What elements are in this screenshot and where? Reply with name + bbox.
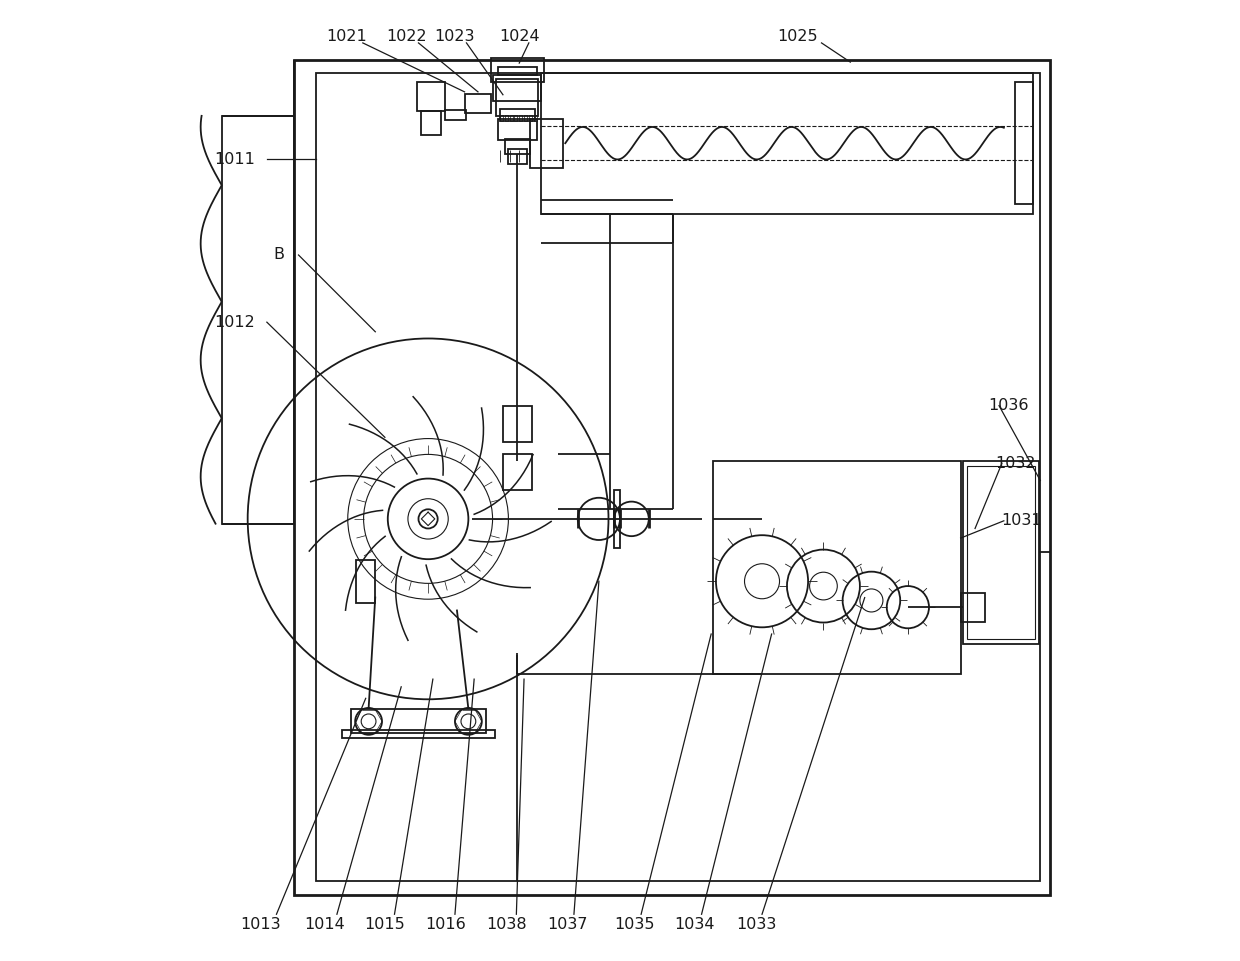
Bar xyxy=(713,461,961,675)
Bar xyxy=(342,730,495,738)
Bar xyxy=(507,149,527,163)
Text: 1034: 1034 xyxy=(675,918,715,932)
Bar xyxy=(528,115,532,121)
Text: 1023: 1023 xyxy=(435,29,475,43)
Text: 1025: 1025 xyxy=(777,29,818,43)
Bar xyxy=(1016,83,1033,204)
Bar xyxy=(503,406,532,442)
Text: 1036: 1036 xyxy=(988,398,1029,413)
Text: 1015: 1015 xyxy=(365,918,405,932)
Bar xyxy=(351,709,486,733)
Bar xyxy=(222,116,294,524)
Bar xyxy=(498,67,537,75)
Bar xyxy=(515,115,517,121)
Bar xyxy=(445,111,466,120)
Text: 1014: 1014 xyxy=(304,918,345,932)
Bar xyxy=(510,115,512,121)
Bar xyxy=(614,490,620,548)
Text: B: B xyxy=(274,248,285,262)
Bar xyxy=(967,466,1034,639)
Text: 1021: 1021 xyxy=(326,29,367,43)
Bar xyxy=(503,454,532,490)
Bar xyxy=(529,118,563,168)
Bar xyxy=(316,73,1040,880)
Text: 1022: 1022 xyxy=(387,29,428,43)
Bar xyxy=(498,119,537,140)
Text: 1011: 1011 xyxy=(213,152,254,166)
Text: 1037: 1037 xyxy=(547,918,588,932)
Text: 1032: 1032 xyxy=(996,456,1035,471)
Text: 1024: 1024 xyxy=(498,29,539,43)
Text: 1038: 1038 xyxy=(486,918,527,932)
Bar xyxy=(542,73,1033,213)
Bar xyxy=(294,61,1050,895)
Bar xyxy=(962,461,1039,644)
Bar xyxy=(500,115,503,121)
Text: 1016: 1016 xyxy=(425,918,466,932)
Bar xyxy=(422,111,440,136)
Text: 1031: 1031 xyxy=(1001,513,1042,529)
Bar xyxy=(496,80,538,116)
Bar xyxy=(356,560,376,604)
Text: 1035: 1035 xyxy=(614,918,655,932)
Text: 1012: 1012 xyxy=(213,314,254,330)
Bar xyxy=(533,115,537,121)
Bar xyxy=(417,83,445,111)
Text: 1033: 1033 xyxy=(737,918,776,932)
Bar xyxy=(494,75,542,102)
Text: 1013: 1013 xyxy=(239,918,280,932)
Bar xyxy=(491,59,543,83)
Bar xyxy=(505,139,529,154)
Bar xyxy=(961,593,985,622)
Bar xyxy=(520,115,522,121)
Bar xyxy=(525,115,527,121)
Bar xyxy=(500,110,534,121)
Bar xyxy=(505,115,507,121)
Bar xyxy=(465,94,491,113)
